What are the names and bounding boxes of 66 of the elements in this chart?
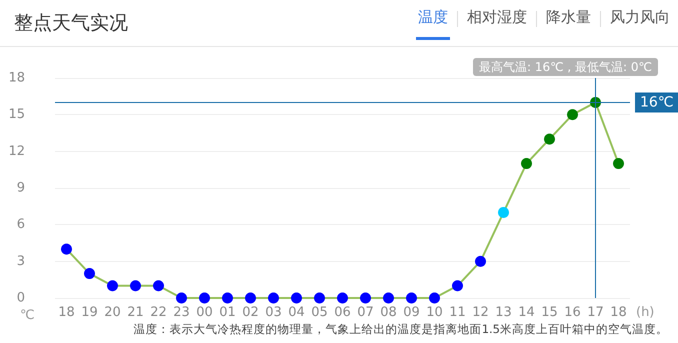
x-tick-label: 00 bbox=[196, 305, 213, 320]
point bbox=[521, 158, 532, 170]
point bbox=[498, 206, 509, 218]
x-tick-label: 18 bbox=[58, 305, 75, 320]
x-tick-label: 03 bbox=[265, 305, 282, 320]
point bbox=[199, 292, 210, 304]
x-tick-label: 07 bbox=[357, 305, 374, 320]
point bbox=[383, 292, 394, 304]
x-tick-label: 12 bbox=[472, 305, 489, 320]
x-tick-label: 13 bbox=[495, 305, 512, 320]
point bbox=[452, 280, 463, 292]
y-tick-label: 6 bbox=[16, 217, 25, 232]
text: 温度 bbox=[416, 8, 450, 40]
y-tick-label: 9 bbox=[16, 180, 25, 196]
x-tick-label: 23 bbox=[173, 305, 190, 320]
point bbox=[107, 280, 118, 292]
x-tick-label: 08 bbox=[380, 305, 397, 320]
point bbox=[61, 244, 72, 255]
x-tick-label: 19 bbox=[81, 305, 98, 320]
point bbox=[475, 256, 486, 267]
x-tick-label: 16 bbox=[564, 305, 581, 320]
point bbox=[360, 292, 371, 304]
point bbox=[176, 292, 187, 304]
point bbox=[130, 280, 141, 292]
point bbox=[153, 280, 164, 292]
point bbox=[291, 292, 302, 304]
point bbox=[222, 292, 233, 304]
x-tick-label: 11 bbox=[449, 305, 466, 320]
x-tick-label: 02 bbox=[242, 305, 259, 320]
y-tick-label: 3 bbox=[16, 254, 25, 269]
point bbox=[268, 292, 279, 304]
x-tick-label: 09 bbox=[403, 305, 420, 320]
point bbox=[429, 292, 440, 304]
ref-line-label: 16℃ bbox=[640, 94, 674, 110]
x-tick-label: 01 bbox=[219, 305, 236, 320]
y-tick-label: 15 bbox=[8, 107, 25, 122]
x-tick-label: 06 bbox=[334, 305, 351, 320]
point bbox=[245, 292, 256, 304]
y-tick-label: 0 bbox=[16, 290, 25, 306]
ref-line-label: 最高气温: 16℃ , 最低气温: 0℃ bbox=[478, 60, 652, 74]
point bbox=[406, 292, 417, 304]
x-tick-label: 14 bbox=[518, 305, 535, 320]
y-axis-title: ℃ bbox=[20, 308, 35, 323]
x-tick-label: 15 bbox=[541, 305, 558, 320]
text: 相对湿度 bbox=[466, 8, 528, 28]
point bbox=[314, 292, 325, 304]
text: 风力风向 bbox=[609, 8, 671, 28]
x-tick-label: 18 bbox=[610, 305, 627, 320]
x-tick-label: 05 bbox=[311, 305, 328, 320]
x-tick-label: 21 bbox=[127, 305, 144, 320]
x-tick-label: 04 bbox=[288, 305, 305, 320]
point bbox=[613, 158, 624, 170]
text: 温度：表示大气冷热程度的物理量，气象上给出的温度是指离地面1.5米高度上百叶箱中的空气温度。 bbox=[134, 322, 668, 337]
text: 降水量 bbox=[545, 8, 592, 28]
y-tick-label: 18 bbox=[8, 70, 25, 86]
x-tick-label: 20 bbox=[104, 305, 121, 320]
point bbox=[544, 134, 555, 145]
x-tick-label: 17 bbox=[587, 305, 604, 320]
point bbox=[337, 292, 348, 304]
y-tick-label: 12 bbox=[8, 144, 25, 159]
x-tick-label: 10 bbox=[426, 305, 443, 320]
chart-title: 整点天气实况 bbox=[14, 11, 128, 36]
point bbox=[567, 109, 578, 120]
point bbox=[84, 268, 95, 280]
x-tick-label: 22 bbox=[150, 305, 167, 320]
x-axis-title: (h) bbox=[636, 305, 654, 320]
